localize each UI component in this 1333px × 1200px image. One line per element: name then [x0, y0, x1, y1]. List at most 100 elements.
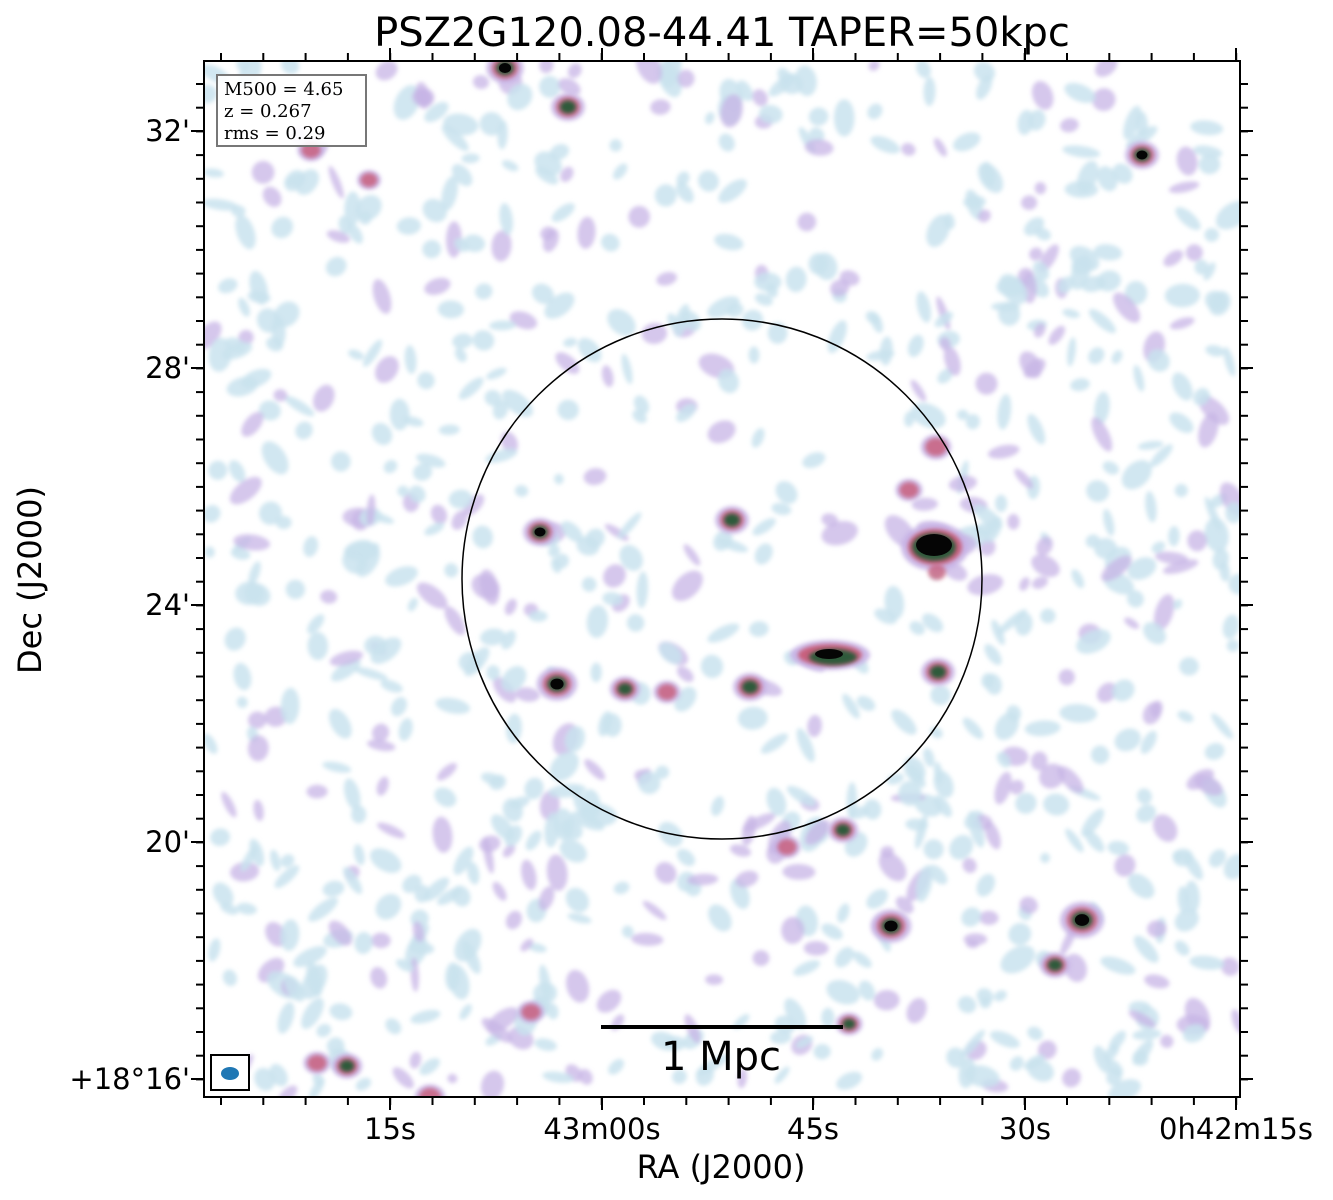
noise-patch [266, 336, 284, 352]
noise-patch [1174, 940, 1190, 956]
x-axis-title: RA (J2000) [636, 1148, 806, 1186]
noise-patch [535, 166, 559, 185]
noise-patch [676, 171, 690, 187]
noise-patch [392, 1067, 414, 1089]
noise-patch [749, 621, 769, 637]
noise-patch [923, 76, 936, 107]
noise-patch [322, 880, 345, 897]
noise-patch [444, 606, 466, 636]
noise-patch [1204, 227, 1219, 242]
noise-patch [555, 352, 580, 374]
x-tick-label: 0h42m15s [1159, 1112, 1313, 1146]
noise-patch [695, 1054, 729, 1076]
noise-patch [1057, 765, 1084, 794]
noise-patch [598, 711, 613, 737]
noise-patch [410, 1009, 441, 1024]
noise-patch [868, 62, 880, 71]
noise-patch [1031, 80, 1054, 110]
noise-patch [737, 706, 768, 730]
noise-patch [463, 494, 485, 516]
noise-patch [486, 367, 507, 380]
noise-patch [1040, 852, 1051, 863]
noise-patch [487, 1007, 519, 1033]
noise-patch [1184, 997, 1211, 1034]
noise-patch [1212, 548, 1229, 571]
noise-patch [499, 203, 514, 235]
noise-patch [256, 308, 280, 333]
noise-patch [1062, 308, 1080, 319]
noise-patch [238, 329, 254, 345]
noise-patch [737, 1068, 748, 1089]
noise-patch [461, 153, 480, 164]
noise-patch [432, 816, 453, 853]
noise-patch [1076, 629, 1111, 654]
noise-patch [212, 882, 234, 907]
noise-patch [366, 494, 376, 527]
noise-patch [586, 605, 609, 638]
noise-patch [220, 903, 239, 915]
noise-patch [852, 951, 872, 968]
noise-patch [247, 735, 269, 762]
noise-patch [774, 1015, 796, 1034]
noise-patch [230, 547, 251, 560]
noise-patch [916, 291, 932, 323]
noise-patch [655, 862, 677, 884]
noise-patch [672, 1069, 687, 1084]
noise-patch [901, 143, 916, 156]
noise-patch [435, 697, 471, 714]
extended-radio-source [790, 640, 870, 670]
radio-source [517, 1000, 545, 1024]
noise-patch [408, 941, 435, 955]
noise-patch [390, 696, 408, 717]
noise-patch [609, 139, 622, 152]
noise-patch [375, 62, 398, 81]
noise-patch [650, 99, 671, 115]
radio-source [733, 673, 767, 701]
noise-patch [1088, 309, 1116, 334]
noise-patch [528, 610, 548, 622]
noise-patch [1164, 283, 1200, 308]
radio-source [414, 1084, 446, 1096]
noise-patch [1190, 120, 1224, 136]
noise-patch [312, 1073, 324, 1086]
noise-patch [1108, 1030, 1126, 1051]
noise-patch [330, 451, 351, 472]
noise-patch [205, 198, 239, 211]
noise-patch [437, 300, 464, 319]
noise-patch [916, 62, 931, 79]
noise-patch [1059, 703, 1098, 723]
noise-patch [997, 609, 1027, 635]
noise-patch [771, 502, 792, 516]
noise-patch [301, 997, 324, 1029]
noise-patch [984, 673, 1002, 695]
noise-patch [493, 677, 517, 703]
noise-patch [603, 564, 626, 588]
noise-patch [248, 561, 261, 586]
noise-patch [999, 274, 1028, 305]
noise-patch [539, 790, 560, 821]
radio-source [921, 658, 955, 686]
noise-patch [933, 761, 943, 784]
radio-source [357, 170, 381, 190]
radio-source [1039, 952, 1071, 978]
noise-patch [1114, 728, 1141, 752]
noise-patch [307, 614, 325, 634]
noise-patch [1203, 262, 1216, 281]
noise-patch [308, 897, 338, 922]
noise-patch [842, 693, 860, 719]
noise-patch [633, 395, 650, 415]
noise-patch [325, 256, 347, 277]
noise-patch [833, 99, 855, 137]
noise-patch [412, 921, 425, 943]
noise-patch [385, 1018, 402, 1035]
noise-patch [492, 400, 509, 420]
noise-patch [655, 765, 670, 779]
noise-patch [389, 398, 410, 431]
noise-patch [1088, 347, 1105, 365]
y-tick-label: 32' [145, 114, 190, 148]
noise-patch [1194, 259, 1209, 275]
noise-patch [626, 614, 645, 632]
noise-patch [1142, 701, 1162, 725]
noise-patch [554, 473, 564, 485]
noise-patch [834, 947, 854, 968]
